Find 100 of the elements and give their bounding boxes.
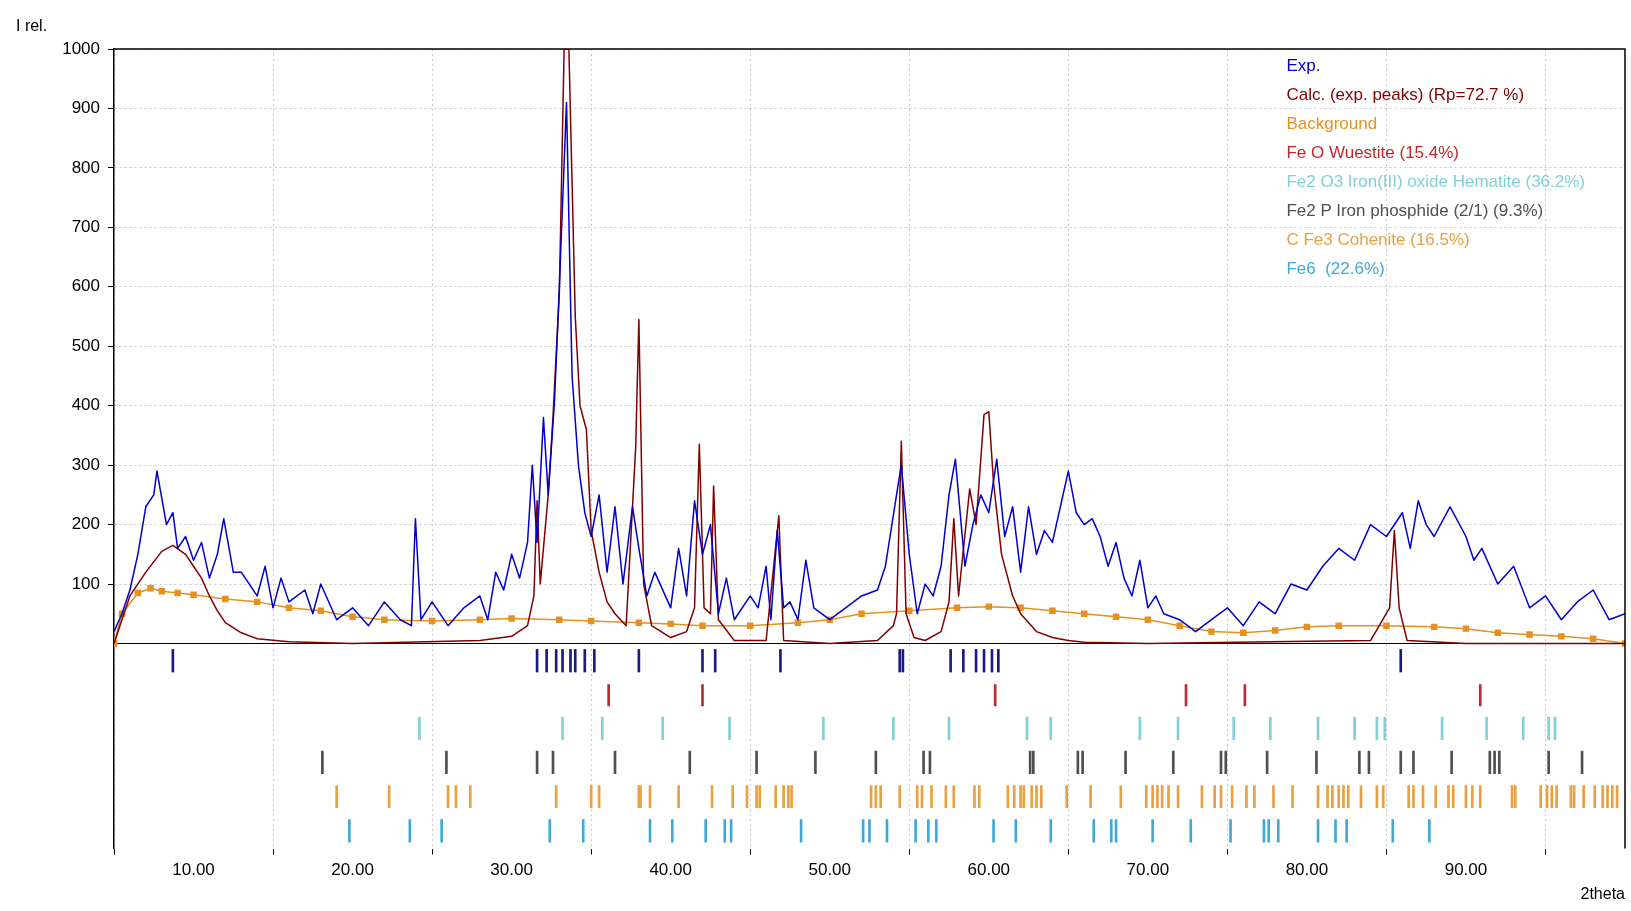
y-tick-label: 200 <box>71 514 100 534</box>
bar <box>758 785 762 808</box>
bar <box>723 819 727 843</box>
bar <box>1342 785 1345 808</box>
bar <box>1171 750 1175 775</box>
bar <box>1144 785 1148 808</box>
point <box>1526 631 1533 638</box>
bar <box>1326 785 1329 808</box>
bar <box>321 750 324 775</box>
bar <box>1337 785 1341 808</box>
point <box>953 604 961 612</box>
bar <box>335 785 338 808</box>
bar <box>914 819 917 843</box>
bar <box>1232 716 1236 741</box>
bar <box>1030 785 1034 808</box>
bar <box>1119 785 1123 808</box>
bar <box>1610 785 1614 808</box>
bar <box>1315 750 1318 775</box>
bar <box>790 785 793 808</box>
bar <box>1291 785 1294 808</box>
bar <box>704 819 708 843</box>
bar <box>1012 785 1016 808</box>
point <box>1112 613 1120 620</box>
text: Fe2 O3 Iron(III) oxide Hematite (36.2%) <box>1286 171 1585 191</box>
bar <box>1478 684 1482 707</box>
point <box>476 616 484 623</box>
bar <box>1353 716 1356 741</box>
bar <box>1498 750 1501 775</box>
bar <box>731 785 735 808</box>
bar <box>755 750 758 775</box>
bar <box>927 819 930 843</box>
bar <box>701 684 704 707</box>
bar <box>677 785 680 808</box>
bar <box>1601 785 1605 808</box>
point <box>253 598 261 606</box>
point <box>1081 610 1088 617</box>
bar <box>670 819 674 843</box>
bar <box>1109 819 1113 843</box>
bar <box>892 716 895 741</box>
bar <box>1124 750 1127 775</box>
y-tick-label: 600 <box>71 276 100 296</box>
bar <box>1092 819 1096 843</box>
bar <box>468 785 472 808</box>
point <box>1589 635 1597 642</box>
point <box>1430 623 1438 631</box>
bar <box>1493 750 1496 775</box>
bar <box>930 785 933 808</box>
y-tick-label: 900 <box>71 98 100 118</box>
x-tick-label: 90.00 <box>1444 860 1488 880</box>
bar <box>1334 819 1337 843</box>
bar <box>774 785 777 808</box>
bar <box>952 785 956 808</box>
bar <box>1358 750 1361 775</box>
bar <box>1156 785 1159 808</box>
bar <box>922 750 925 775</box>
bar <box>1253 785 1256 808</box>
point <box>190 591 197 598</box>
bar <box>1268 716 1272 741</box>
bar <box>348 819 351 843</box>
bar <box>879 785 882 808</box>
point <box>134 589 142 597</box>
point <box>1462 625 1470 632</box>
bar <box>1065 785 1069 808</box>
bar <box>1331 785 1334 808</box>
bar <box>1272 785 1275 808</box>
bar <box>1035 785 1038 808</box>
text: Background <box>1286 113 1378 133</box>
point <box>508 615 515 622</box>
point <box>285 604 293 612</box>
bar <box>1593 785 1597 808</box>
y-tick-label: 700 <box>71 217 100 237</box>
bar <box>782 785 785 808</box>
point <box>858 610 865 617</box>
point <box>794 619 802 626</box>
bar <box>713 649 717 673</box>
bar <box>1081 750 1084 775</box>
bar <box>1039 785 1043 808</box>
bar <box>973 785 976 808</box>
bar <box>1014 819 1018 843</box>
y-tick-label: 300 <box>71 454 100 474</box>
point <box>635 619 643 626</box>
bar <box>1547 716 1550 741</box>
y-tick-label: 1000 <box>62 38 100 58</box>
bar <box>868 819 871 843</box>
bar <box>1022 785 1026 808</box>
point <box>1335 622 1342 629</box>
bar <box>1399 649 1403 673</box>
bar <box>728 716 731 741</box>
bar <box>997 649 1000 673</box>
point <box>1271 627 1279 634</box>
point <box>1176 622 1183 629</box>
bar <box>1539 785 1543 808</box>
bar <box>548 819 552 843</box>
bar <box>1606 785 1609 808</box>
x-tick-label: 30.00 <box>490 860 533 880</box>
y-tick-label: 500 <box>71 335 100 355</box>
point <box>985 603 993 610</box>
bar <box>1434 785 1438 808</box>
x-tick-label: 60.00 <box>967 860 1011 880</box>
point <box>1558 633 1565 640</box>
